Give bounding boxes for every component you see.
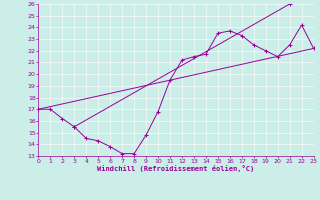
X-axis label: Windchill (Refroidissement éolien,°C): Windchill (Refroidissement éolien,°C) — [97, 165, 255, 172]
